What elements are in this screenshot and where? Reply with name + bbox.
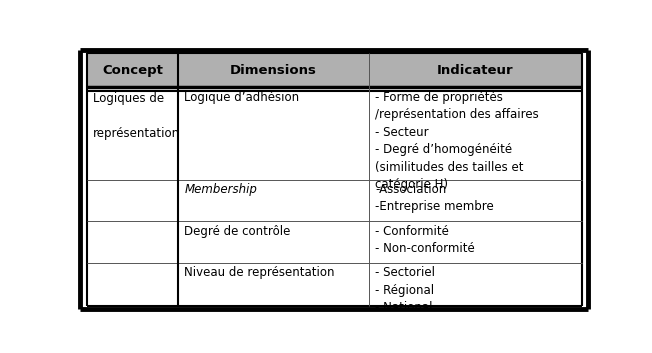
Text: Logiques de

représentation: Logiques de représentation <box>93 92 180 140</box>
Bar <box>369 263 582 306</box>
Text: Indicateur: Indicateur <box>437 64 514 77</box>
Bar <box>178 263 369 306</box>
Text: Membership: Membership <box>185 183 257 196</box>
Text: Concept: Concept <box>102 64 163 77</box>
Text: Logique d’adhésion: Logique d’adhésion <box>185 91 299 104</box>
Bar <box>369 221 582 263</box>
Bar <box>87 87 178 306</box>
Bar <box>369 53 582 87</box>
Text: - Sectoriel
- Régional
- National: - Sectoriel - Régional - National <box>375 266 435 314</box>
Text: - Conformité
- Non-conformité: - Conformité - Non-conformité <box>375 225 475 255</box>
Bar <box>369 87 582 180</box>
Bar <box>178 221 369 263</box>
Text: Niveau de représentation: Niveau de représentation <box>185 266 334 279</box>
Bar <box>178 53 369 87</box>
Text: -Association
-Entreprise membre: -Association -Entreprise membre <box>375 183 494 213</box>
Bar <box>178 87 369 180</box>
Bar <box>87 53 178 87</box>
Text: - Forme de propriétés
/représentation des affaires
- Secteur
- Degré d’homogénéi: - Forme de propriétés /représentation de… <box>375 91 539 191</box>
Bar <box>178 180 369 221</box>
Text: Dimensions: Dimensions <box>230 64 317 77</box>
Bar <box>369 180 582 221</box>
Text: Degré de contrôle: Degré de contrôle <box>185 225 291 238</box>
